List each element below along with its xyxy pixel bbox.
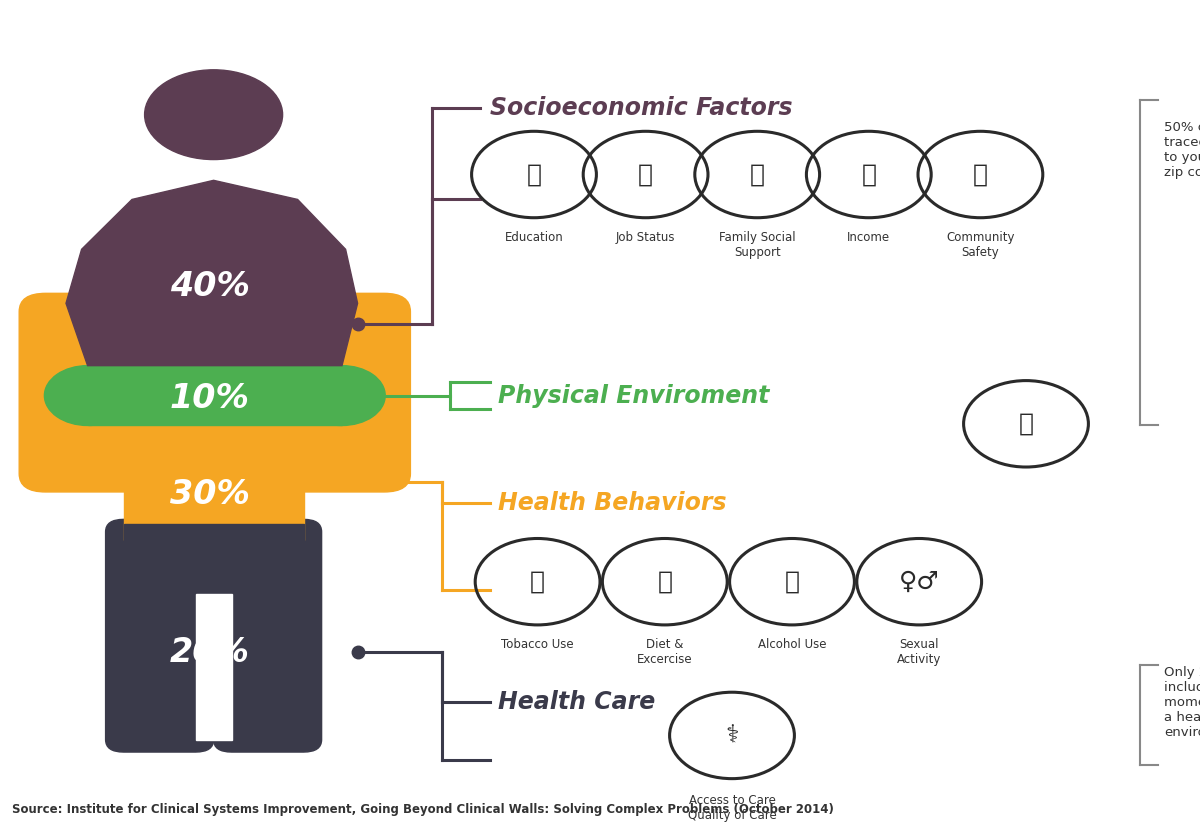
FancyBboxPatch shape bbox=[106, 519, 214, 752]
Text: Diet &
Excercise: Diet & Excercise bbox=[637, 638, 692, 666]
Text: Only 20%
include those
moments in
a healthcare
enviroment.: Only 20% include those moments in a heal… bbox=[1164, 666, 1200, 739]
Text: Health Behaviors: Health Behaviors bbox=[498, 491, 727, 514]
Text: 50% can be
traced back
to your
zip code!: 50% can be traced back to your zip code! bbox=[1164, 120, 1200, 179]
Text: Income: Income bbox=[847, 231, 890, 244]
Ellipse shape bbox=[145, 70, 283, 160]
Text: Community
Safety: Community Safety bbox=[946, 231, 1015, 259]
Text: Sexual
Activity: Sexual Activity bbox=[898, 638, 941, 666]
Text: ♀♂: ♀♂ bbox=[899, 570, 940, 593]
Text: Socioeconomic Factors: Socioeconomic Factors bbox=[490, 96, 792, 120]
Text: Education: Education bbox=[505, 231, 563, 244]
Circle shape bbox=[299, 366, 385, 425]
Text: 🚬: 🚬 bbox=[530, 570, 545, 593]
Text: Access to Care
Quality of Care: Access to Care Quality of Care bbox=[688, 794, 776, 822]
FancyBboxPatch shape bbox=[19, 293, 170, 492]
Text: 🍷: 🍷 bbox=[785, 570, 799, 593]
Text: Source: Institute for Clinical Systems Improvement, Going Beyond Clinical Walls:: Source: Institute for Clinical Systems I… bbox=[12, 803, 834, 816]
FancyBboxPatch shape bbox=[214, 519, 322, 752]
Text: 🏢: 🏢 bbox=[1019, 412, 1033, 435]
Bar bbox=[88, 366, 342, 425]
Text: 🍎: 🍎 bbox=[658, 570, 672, 593]
Text: 🎓: 🎓 bbox=[527, 163, 541, 186]
Polygon shape bbox=[66, 180, 358, 366]
Text: ⚕: ⚕ bbox=[725, 724, 739, 747]
Text: Family Social
Support: Family Social Support bbox=[719, 231, 796, 259]
Text: 💼: 💼 bbox=[638, 163, 653, 186]
Bar bbox=[124, 266, 304, 540]
Text: Tobacco Use: Tobacco Use bbox=[502, 638, 574, 652]
FancyBboxPatch shape bbox=[85, 256, 342, 484]
Text: 20%: 20% bbox=[170, 636, 250, 669]
Text: 40%: 40% bbox=[170, 270, 250, 303]
Text: Physical Enviroment: Physical Enviroment bbox=[498, 384, 769, 407]
Text: 👪: 👪 bbox=[750, 163, 764, 186]
FancyBboxPatch shape bbox=[259, 293, 410, 492]
Text: 30%: 30% bbox=[170, 478, 250, 511]
Text: 10%: 10% bbox=[170, 382, 250, 416]
Circle shape bbox=[44, 366, 131, 425]
Text: 👥: 👥 bbox=[973, 163, 988, 186]
Bar bbox=[196, 594, 232, 740]
Text: Health Care: Health Care bbox=[498, 691, 655, 714]
Text: 💵: 💵 bbox=[862, 163, 876, 186]
Text: Alcohol Use: Alcohol Use bbox=[757, 638, 827, 652]
Text: Job Status: Job Status bbox=[616, 231, 676, 244]
Bar bbox=[124, 524, 304, 740]
